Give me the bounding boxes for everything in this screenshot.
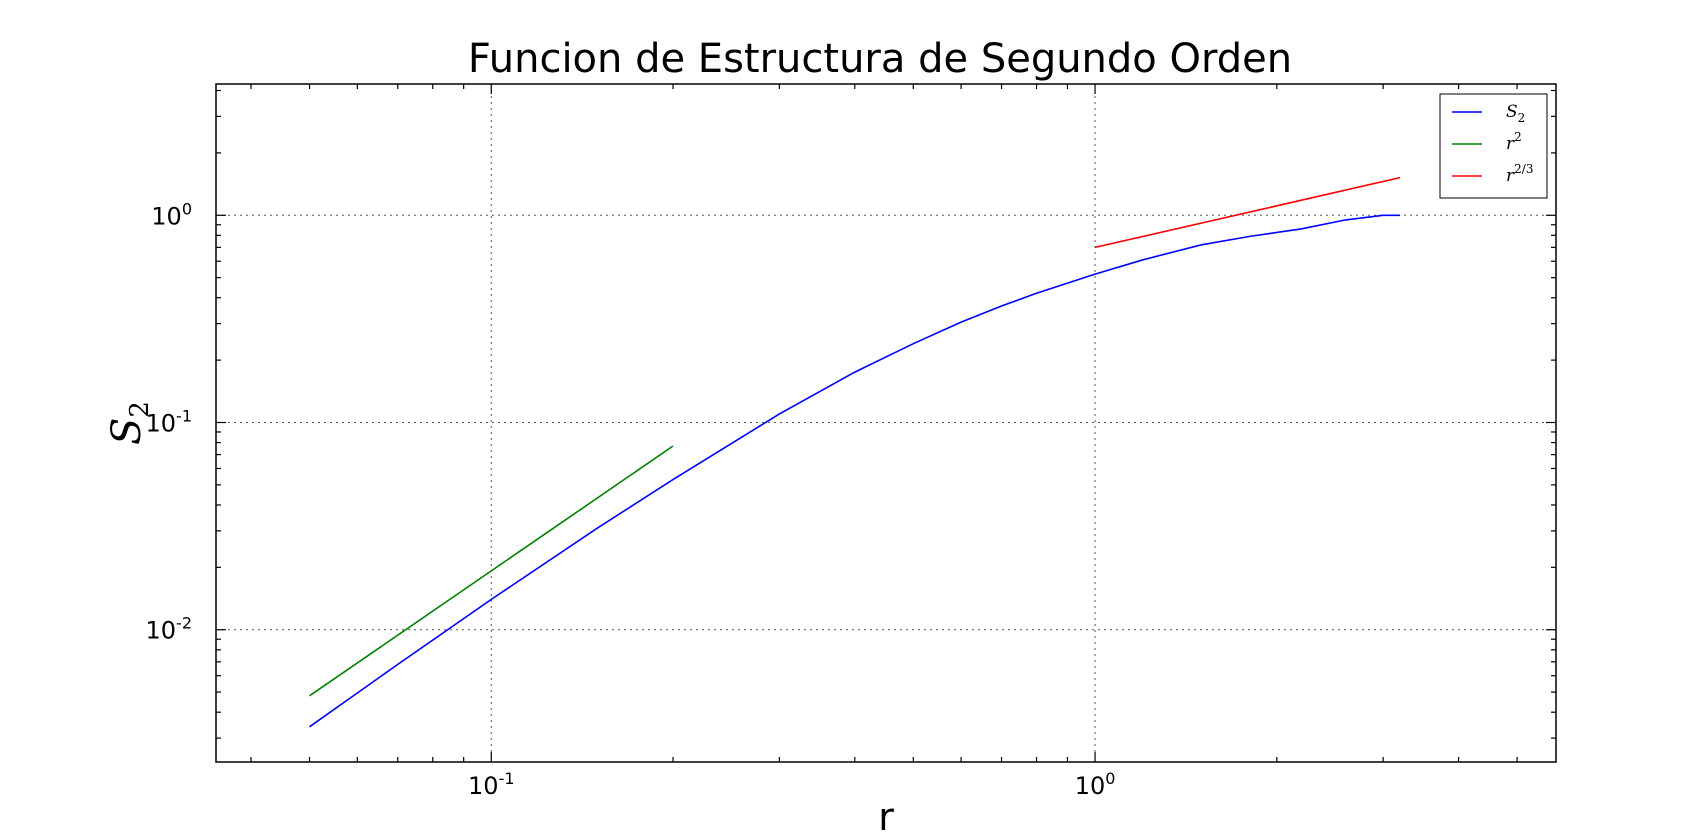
x-tick-labels: 10-1 100 [468, 769, 1115, 800]
grid [216, 84, 1556, 762]
y-axis-label-sub: 2 [125, 401, 155, 418]
series-line-2 [1094, 176, 1401, 249]
y-axis-label: S2 [104, 401, 155, 445]
y-tick-label: 10-1 [146, 407, 193, 438]
legend-label-0: S2 [1506, 102, 1525, 125]
x-tick-label: 10-1 [468, 769, 514, 800]
y-tick-labels: 10-2 10-1 100 [146, 199, 193, 644]
legend-label-2: r2/3 [1506, 162, 1533, 186]
y-axis-label-base: S [104, 418, 150, 445]
series-layer [309, 176, 1401, 728]
legend: S2 r2 r2/3 [1439, 93, 1548, 199]
x-axis-label: r [878, 795, 894, 837]
legend-box [1439, 93, 1548, 199]
chart-title: Funcion de Estructura de Segundo Orden [468, 36, 1292, 82]
plot-frame [215, 83, 1557, 763]
series-line-0 [309, 214, 1401, 728]
series-line-1 [309, 445, 674, 697]
y-tick-label: 10-2 [146, 614, 193, 645]
x-tick-label: 100 [1075, 769, 1116, 800]
svg-text:S2: S2 [104, 401, 155, 445]
y-tick-label: 100 [151, 199, 192, 230]
legend-label-1: r2 [1506, 130, 1522, 154]
axis-ticks [216, 84, 1556, 762]
